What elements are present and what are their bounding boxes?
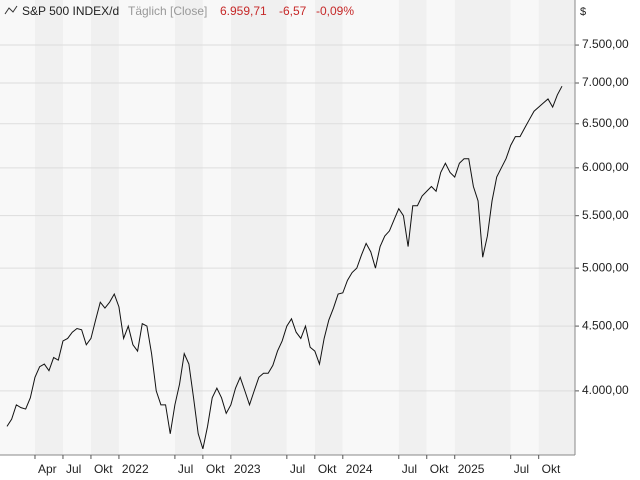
y-tick-label: 4.000,00 [582,383,629,397]
x-tick-label: Jul [514,462,529,476]
background-band [34,0,63,455]
price-line [6,85,563,449]
background-band [202,0,231,455]
y-tick-label: 6.500,00 [582,116,629,130]
x-tick-label: Okt [94,462,113,476]
x-tick-label: Okt [318,462,337,476]
x-tick-label: Jul [178,462,193,476]
background-band [286,0,315,455]
x-tick-label: Okt [430,462,449,476]
x-tick-label: Jul [402,462,417,476]
background-band [538,0,575,455]
background-band [454,0,511,455]
y-tick-label: 5.500,00 [582,208,629,222]
x-tick-label: 2025 [458,462,485,476]
y-tick-label: 5.000,00 [582,260,629,274]
y-axis-unit: $ [580,6,586,18]
grid: 4.000,00 4.500,00 5.000,00 5.500,00 6.000,00… [0,0,629,476]
y-tick-label: 7.000,00 [582,75,629,89]
background-band [174,0,203,455]
x-tick-label: 2022 [122,462,149,476]
background-band [398,0,427,455]
background-band [62,0,91,455]
x-tick-label: 2023 [234,462,261,476]
background-band [314,0,343,455]
x-tick-label: Jul [290,462,305,476]
background-bands [0,0,575,455]
plot [6,85,563,449]
background-band [90,0,119,455]
y-tick-label: 4.500,00 [582,318,629,332]
background-band [426,0,455,455]
background-band [342,0,399,455]
background-band [0,0,35,455]
chart-icon [4,5,18,15]
last-price: 6.959,71 [220,4,267,18]
y-tick-label: 6.000,00 [582,160,629,174]
background-band [510,0,539,455]
chart-subtitle: Täglich [Close] [128,4,207,18]
background-band [118,0,175,455]
x-tick-label: Apr [38,462,57,476]
x-tick-label: Jul [66,462,81,476]
x-tick-label: Okt [542,462,561,476]
background-band [230,0,287,455]
x-tick-label: Okt [206,462,225,476]
x-tick-label: 2024 [346,462,373,476]
chart-title: S&P 500 INDEX/d [22,4,119,18]
percent-change: -0,09% [316,4,354,18]
y-tick-label: 7.500,00 [582,37,629,51]
price-change: -6,57 [279,4,307,18]
